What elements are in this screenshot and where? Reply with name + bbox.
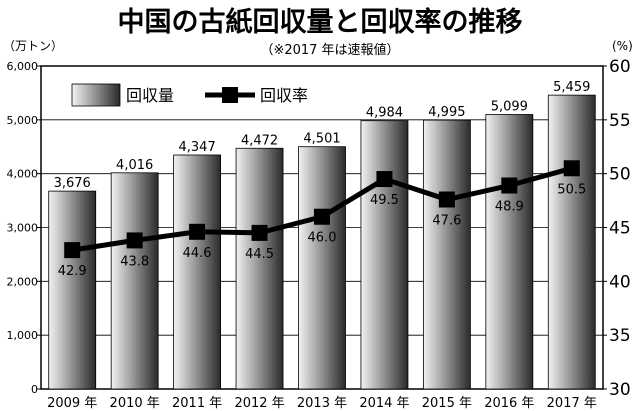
bar-value-label: 4,984 <box>366 106 403 121</box>
rate-value-label: 44.6 <box>183 246 212 261</box>
left-tick-label: 1,000 <box>7 329 39 342</box>
bar-value-label: 4,501 <box>303 132 340 147</box>
right-tick-label: 55 <box>609 111 631 131</box>
category-label: 2010 年 <box>110 396 160 411</box>
rate-marker <box>501 177 518 194</box>
category-label: 2013 年 <box>297 396 347 411</box>
category-label: 2016 年 <box>484 396 534 411</box>
bar <box>360 120 409 390</box>
right-axis-unit: (%) <box>612 39 633 53</box>
right-tick-label: 50 <box>609 165 631 185</box>
bar-value-label: 4,995 <box>428 105 465 120</box>
right-tick-label: 60 <box>609 57 631 77</box>
right-tick-label: 40 <box>609 272 631 292</box>
legend-line-marker <box>222 87 238 103</box>
left-tick-label: 6,000 <box>7 60 39 73</box>
chart-subtitle: （※2017 年は速報値） <box>260 42 399 58</box>
right-tick-label: 45 <box>609 219 631 239</box>
rate-marker <box>376 171 393 188</box>
rate-marker <box>314 208 330 225</box>
bar <box>110 172 159 390</box>
bar-value-label: 3,676 <box>54 176 91 191</box>
bar-value-label: 4,472 <box>241 133 278 148</box>
bar <box>173 154 222 390</box>
rate-value-label: 48.9 <box>495 200 524 215</box>
bar-series-volume <box>48 94 596 390</box>
category-label: 2012 年 <box>234 396 284 411</box>
left-tick-label: 2,000 <box>7 275 39 288</box>
category-label: 2017 年 <box>547 396 597 411</box>
rate-marker <box>251 224 268 241</box>
category-label: 2011 年 <box>172 396 222 411</box>
bar-value-label: 5,459 <box>553 80 590 95</box>
left-tick-label: 3,000 <box>7 222 39 235</box>
bar <box>422 119 471 390</box>
data-labels: 3,676 4,016 4,347 4,472 4,501 4,984 4,995 5,099… <box>54 80 591 279</box>
line-series-rate <box>64 160 580 259</box>
right-tick-label: 35 <box>609 326 631 346</box>
legend-bar-swatch <box>71 83 121 107</box>
rate-value-label: 47.6 <box>432 214 461 229</box>
legend: 回収量 回収率 <box>71 83 308 107</box>
category-label: 2015 年 <box>422 396 472 411</box>
rate-marker <box>563 160 580 177</box>
category-label: 2009 年 <box>47 396 97 411</box>
rate-marker <box>438 191 455 208</box>
axes: 0 1,000 2,000 3,000 4,000 5,000 6,000 30 35 40 45 5… <box>7 57 631 411</box>
bar <box>298 146 346 390</box>
left-tick-label: 5,000 <box>7 114 39 127</box>
left-axis-unit: （万トン） <box>3 39 63 53</box>
rate-value-label: 46.0 <box>308 231 337 246</box>
rate-marker <box>189 223 206 240</box>
legend-label-volume: 回収量 <box>126 86 174 105</box>
bar <box>48 190 97 390</box>
right-tick-label: 30 <box>609 380 631 400</box>
rate-value-label: 42.9 <box>58 264 87 279</box>
rate-marker <box>126 232 143 249</box>
left-tick-label: 4,000 <box>7 168 39 181</box>
left-tick-label: 0 <box>31 383 38 396</box>
legend-label-rate: 回収率 <box>260 86 308 105</box>
category-label: 2014 年 <box>359 396 409 411</box>
rate-value-label: 49.5 <box>370 193 399 208</box>
bar <box>547 94 596 390</box>
bar <box>235 147 284 390</box>
rate-marker <box>64 242 81 259</box>
rate-value-label: 50.5 <box>557 182 586 197</box>
bar-value-label: 4,016 <box>116 158 153 173</box>
bar-value-label: 4,347 <box>179 140 216 155</box>
bar <box>485 114 534 390</box>
rate-value-label: 43.8 <box>120 254 149 269</box>
rate-value-label: 44.5 <box>245 247 274 262</box>
bar-value-label: 5,099 <box>491 100 528 115</box>
chart-title: 中国の古紙回収量と回収率の推移 <box>118 6 523 38</box>
